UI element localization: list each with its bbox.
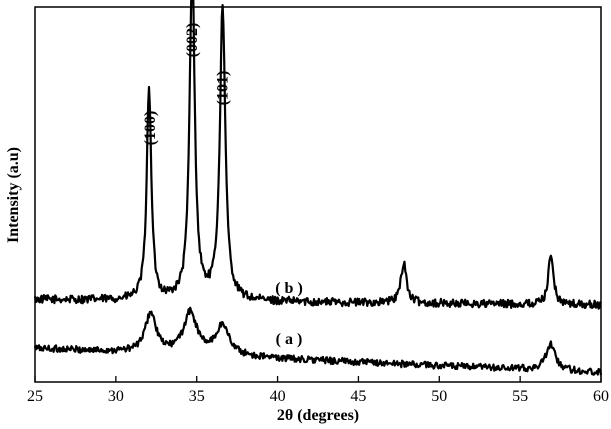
x-tick-label: 50 (431, 388, 447, 405)
series-line-a (33, 306, 603, 376)
peak-label: (101) (215, 71, 232, 106)
series-line-b (33, 0, 602, 310)
x-axis-title: 2θ (degrees) (277, 407, 359, 424)
x-tick-label: 45 (350, 388, 366, 405)
x-tick-label: 60 (593, 388, 609, 405)
x-tick-label: 25 (27, 388, 43, 405)
peak-label: (100) (142, 111, 159, 146)
x-tick-label: 55 (512, 388, 528, 405)
plot-frame (34, 6, 602, 383)
y-axis-title: Intensity (a.u) (5, 147, 22, 243)
series-label-a: ( a ) (276, 331, 303, 348)
series-label-b: ( b ) (275, 280, 303, 297)
x-tick-label: 40 (270, 388, 286, 405)
peak-label: (002) (184, 23, 201, 58)
x-tick-label: 30 (108, 388, 124, 405)
x-tick-label: 35 (189, 388, 205, 405)
